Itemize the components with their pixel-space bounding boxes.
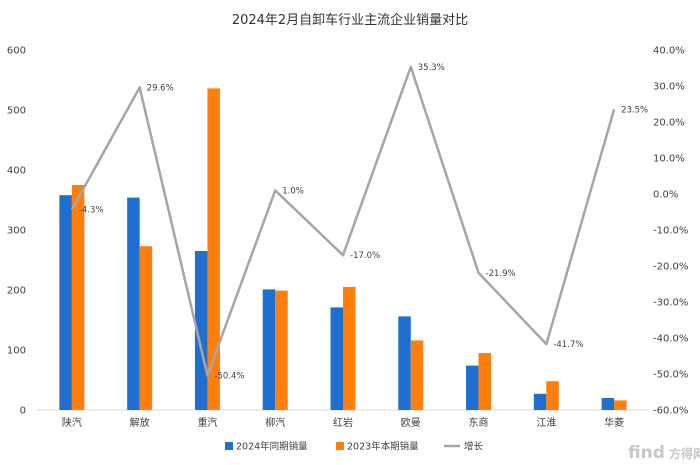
category-label: 陕汽 [62,416,82,429]
legend: 2024年同期销量 2023年本期销量 增长 [225,441,484,453]
right-axis-tick-label: -60.0% [653,406,688,417]
category-label: 红岩 [333,416,353,429]
right-axis-tick-label: -20.0% [653,262,688,273]
bar-series-a [398,316,411,410]
bar-series-b [71,185,85,410]
category-label: 重汽 [197,416,217,429]
bar-series-b [410,340,424,410]
category-label: 欧曼 [401,417,421,429]
legend-swatch [336,442,344,450]
growth-line [70,65,616,377]
growth-data-label: -4.3% [79,205,104,215]
category-label: 东商 [469,416,489,429]
legend-label: 2024年同期销量 [236,441,308,453]
watermark-logo-text: find [628,443,665,463]
bar-series-a [601,398,615,410]
right-axis-tick-label: -50.0% [653,370,688,381]
bar-series-a [127,197,140,410]
category-axis: 陕汽 解放 重汽 柳汽 红岩 欧曼 东商 江淮 华菱 [62,416,624,429]
bar-series-a [262,289,276,410]
right-axis-tick-label: -30.0% [653,298,688,309]
right-axis-tick-label: 0.0% [653,190,678,201]
right-axis-tick-label: 30.0% [653,82,685,93]
bar-series-a [330,307,343,410]
bar-series-b [546,381,559,410]
category-label: 柳汽 [265,416,285,429]
watermark-logo-subtext: 方得网 [669,446,700,461]
category-label: 江淮 [536,417,556,429]
bar-series-a [466,365,479,410]
chart-title: 2024年2月自卸车行业主流企业销量对比 [232,12,468,28]
bar-series-b [275,290,288,410]
bar-series-b [343,287,356,410]
right-axis-tick-label: -10.0% [653,226,688,237]
growth-data-label: 1.0% [282,186,304,196]
right-axis-tick-label: 20.0% [653,118,685,129]
growth-data-label: -41.7% [553,340,583,350]
left-axis-tick-label: 300 [7,226,26,237]
legend-label: 增长 [464,441,484,453]
bar-series-a [533,393,547,410]
left-axis-tick-label: 200 [7,286,26,297]
category-label: 解放 [130,416,150,429]
bar-series-b [207,88,220,411]
right-axis-tick-label: 10.0% [653,154,685,165]
category-label: 华菱 [604,416,624,429]
legend-label: 2023年本期销量 [347,441,419,453]
growth-data-label: -17.0% [350,251,380,261]
right-axis-tick-label: 40.0% [653,46,685,57]
left-axis-tick-label: 100 [7,346,26,357]
left-axis-tick-label: 600 [7,46,26,57]
bar-series-b [478,353,492,410]
growth-data-label: 35.3% [418,63,445,73]
left-axis: 0 100 200 300 400 500 600 [7,46,26,417]
growth-data-label: 23.5% [621,105,648,115]
legend-swatch [225,442,233,450]
left-axis-tick-label: 0 [20,406,26,417]
left-axis-tick-label: 400 [7,166,26,177]
growth-data-label: 29.6% [147,83,174,93]
right-axis-tick-label: -40.0% [653,334,688,345]
bar-series-a [59,195,72,410]
watermark: find 方得网 [628,443,700,463]
bar-series-b [139,246,153,410]
growth-data-label: -21.9% [486,269,516,279]
left-axis-tick-label: 500 [7,106,26,117]
bar-series-b [614,400,627,410]
plot-area: -4.3% 29.6% -50.4% 1.0% -17.0% 35.3% -21.9% -41… [38,63,648,411]
bar-series-a [194,251,208,410]
right-axis: -60.0% -50.0% -40.0% -30.0% -20.0% -10.0% 0.0%… [653,46,688,417]
growth-data-label: -50.4% [214,371,244,381]
